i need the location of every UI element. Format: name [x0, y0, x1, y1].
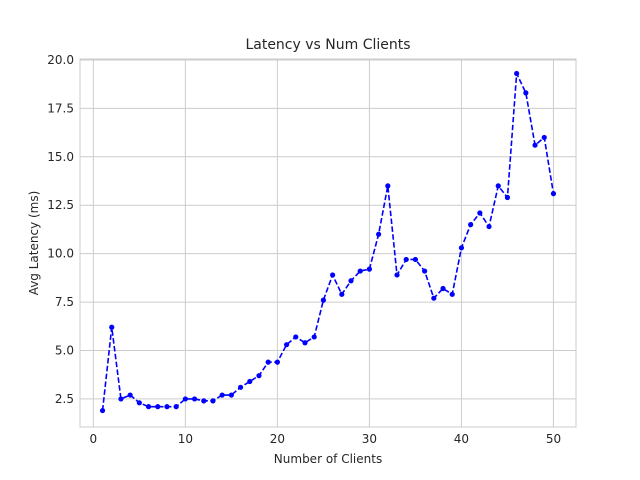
y-tick-label: 12.5: [47, 198, 74, 212]
data-point: [311, 334, 317, 340]
data-point: [422, 268, 428, 274]
data-point: [514, 70, 520, 77]
x-tick-label: 30: [362, 432, 377, 446]
data-point: [440, 285, 446, 292]
data-point: [532, 142, 538, 148]
x-tick-label: 40: [454, 432, 469, 446]
y-tick-label: 17.5: [47, 101, 74, 115]
data-point: [357, 268, 363, 274]
data-point: [173, 404, 179, 410]
data-point: [366, 266, 373, 272]
data-point: [118, 396, 124, 402]
data-point: [320, 297, 326, 303]
data-point: [302, 340, 308, 346]
data-point: [155, 404, 161, 410]
data-point: [109, 324, 115, 330]
x-tick-label: 10: [178, 432, 193, 446]
data-point: [412, 256, 419, 263]
data-point: [376, 231, 382, 237]
data-point: [486, 223, 492, 230]
x-axis-label: Number of Clients: [274, 452, 382, 466]
data-point: [210, 398, 216, 404]
data-point: [274, 359, 280, 365]
data-point: [219, 392, 225, 398]
data-point: [145, 404, 152, 410]
chart-title: Latency vs Num Clients: [245, 37, 410, 53]
x-tick-label: 50: [546, 432, 561, 446]
data-point: [403, 256, 409, 263]
data-point: [164, 404, 170, 410]
data-point: [265, 359, 271, 365]
data-point: [136, 400, 142, 406]
tick-labels: 0 10 20 30 40 50 2.5 5.0 7.5 10.0 12.5 15.0 17.5 20.0: [47, 53, 561, 446]
data-point: [431, 295, 437, 301]
data-point: [256, 373, 262, 379]
data-point: [541, 134, 547, 141]
data-point: [237, 384, 244, 390]
y-tick-label: 10.0: [47, 247, 74, 261]
data-point: [182, 396, 188, 402]
y-tick-label: 7.5: [55, 295, 74, 309]
data-point: [330, 272, 336, 278]
data-point: [247, 378, 253, 385]
data-point: [495, 183, 501, 189]
data-point: [550, 191, 557, 197]
data-point: [468, 222, 474, 228]
grid-lines: [80, 59, 576, 427]
data-point: [99, 407, 106, 414]
data-point: [228, 392, 234, 398]
x-tick-label: 20: [270, 432, 285, 446]
data-point: [458, 245, 465, 251]
data-point: [201, 398, 207, 404]
series-layer: [99, 70, 557, 414]
y-axis-label: Avg Latency (ms): [27, 191, 41, 296]
plot-frame: [79, 58, 577, 428]
data-point: [394, 272, 400, 278]
data-point: [348, 278, 354, 284]
data-point: [449, 291, 455, 297]
data-point: [127, 392, 133, 398]
data-point: [477, 210, 483, 216]
data-point: [385, 183, 391, 189]
data-point: [339, 291, 345, 297]
y-tick-label: 20.0: [47, 53, 74, 67]
data-point: [504, 194, 511, 201]
data-point: [523, 90, 529, 96]
data-point: [293, 334, 299, 340]
y-tick-label: 15.0: [47, 150, 74, 164]
y-tick-label: 2.5: [55, 392, 74, 406]
data-point: [283, 342, 290, 348]
y-tick-label: 5.0: [55, 343, 74, 357]
data-point: [191, 396, 198, 402]
x-tick-label: 0: [90, 432, 98, 446]
